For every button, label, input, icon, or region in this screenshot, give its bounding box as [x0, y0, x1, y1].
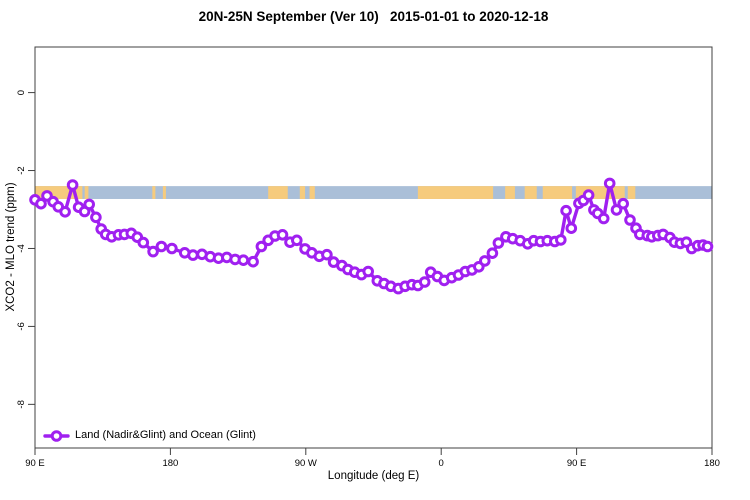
data-point-marker [610, 204, 623, 216]
map-strip-land-segment [299, 186, 306, 199]
data-point-marker [582, 189, 595, 201]
data-point-marker [624, 214, 636, 226]
y-axis-tick-label: -4 [16, 244, 27, 252]
data-point-marker [147, 245, 159, 258]
plot-box [34, 46, 713, 449]
data-point-marker [560, 204, 572, 217]
data-point-marker [701, 240, 714, 253]
map-strip-land-segment [505, 186, 515, 199]
x-axis-tick-label: 90 E [25, 458, 45, 469]
x-axis-tick-label: 90 W [295, 458, 317, 469]
y-axis-tick-label: -6 [16, 322, 27, 330]
data-point-marker [603, 177, 616, 190]
data-point-marker [291, 234, 303, 247]
data-point-marker [66, 179, 79, 191]
data-point-marker [486, 247, 499, 259]
chart-title: 20N-25N September (Ver 10) 2015-01-01 to… [198, 9, 549, 24]
data-point-marker [255, 240, 268, 253]
y-axis-tick-label: -8 [16, 400, 27, 408]
data-point-marker [166, 242, 178, 255]
data-point-marker [137, 236, 150, 249]
map-strip-land-segment [524, 186, 537, 199]
map-strip-land-segment [162, 186, 166, 199]
map-strip-land-segment [417, 186, 494, 199]
data-point-marker [321, 248, 333, 261]
data-point-marker [155, 240, 168, 253]
legend-marker-icon [50, 430, 63, 442]
y-axis-label: XCO2 - MLO trend (ppm) [5, 182, 17, 312]
data-point-marker [90, 211, 102, 224]
data-point-marker [555, 234, 567, 246]
data-point-marker [492, 237, 505, 249]
data-point-marker [35, 197, 47, 210]
map-strip-land-segment [309, 186, 315, 199]
y-axis-tick-label: -2 [16, 166, 27, 174]
x-axis-tick-label: 180 [162, 458, 178, 469]
x-axis-tick-label: 180 [704, 458, 720, 469]
x-axis-label: Longitude (deg E) [327, 470, 420, 482]
data-point-marker [59, 206, 71, 218]
data-point-marker [276, 229, 289, 241]
data-point-marker [479, 255, 491, 267]
x-axis-tick-label: 0 [439, 458, 444, 469]
map-strip-land-segment [84, 186, 89, 199]
data-point-marker [247, 255, 259, 268]
map-strip-land-segment [268, 186, 288, 199]
data-point-marker [187, 249, 199, 261]
y-axis-tick-label: 0 [16, 90, 27, 95]
data-point-marker [418, 276, 431, 288]
data-point-marker [237, 254, 250, 267]
data-point-marker [597, 212, 610, 225]
data-point-marker [362, 265, 375, 278]
map-strip-land-segment [152, 186, 156, 199]
legend-label: Land (Nadir&Glint) and Ocean (Glint) [75, 429, 256, 441]
data-point-marker [83, 198, 95, 211]
x-axis-tick-label: 90 E [567, 458, 587, 469]
map-strip-land-segment [627, 186, 636, 199]
map-strip-land-segment [542, 186, 573, 199]
data-point-marker [565, 222, 578, 234]
data-point-marker [617, 197, 630, 210]
